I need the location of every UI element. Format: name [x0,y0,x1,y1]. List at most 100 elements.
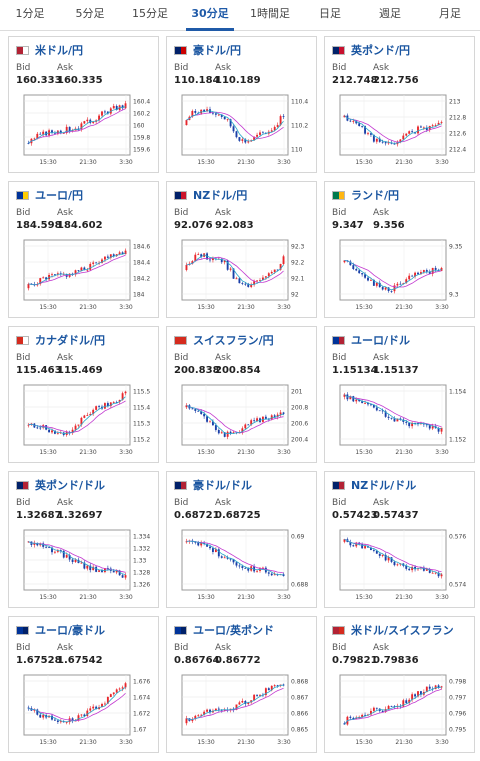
pair-name[interactable]: スイスフラン/円 [193,334,274,347]
rate-card[interactable]: NZドル/ドル Bid Ask 0.57423 0.57437 0.576 0.574 15:… [324,471,475,608]
candle-body [106,256,109,258]
tab-1[interactable]: 5分足 [75,7,105,20]
candle-body [282,412,285,414]
rate-card[interactable]: 豪ドル/ドル Bid Ask 0.68721 0.68725 0.69 0.688 15:30… [166,471,317,608]
candle-body [428,686,431,689]
candle-body [378,138,381,142]
candle-body [229,268,232,270]
rate-card[interactable]: 豪ドル/円 Bid Ask 110.184 110.189 110.4 110.2 110 15… [166,36,317,173]
candle-body [259,132,261,135]
candle-body [411,422,414,427]
x-tick-label: 3:30 [435,594,449,601]
y-tick-label: 1.332 [133,546,150,553]
rate-card[interactable]: 米ドル/円 Bid Ask 160.333 160.335 160.4 160.2 160 15… [8,36,159,173]
candle-body [200,542,203,546]
pair-name[interactable]: ランド/円 [351,189,400,202]
candle-body [267,688,270,691]
rate-card[interactable]: ランド/円 Bid Ask 9.347 9.356 9.35 9.3 15:30 21:30 3:… [324,181,475,318]
candle-body [80,417,83,425]
candle-body [241,566,244,568]
candle-body [440,574,443,577]
rate-card[interactable]: スイスフラン/円 Bid Ask 200.838 200.854 201 200.8 200.… [166,326,317,463]
candle-body [42,543,45,547]
candle-body [191,408,194,410]
ask-value: 110.189 [215,75,261,86]
pair-name[interactable]: ユーロ/英ポンド [193,624,275,637]
rate-card[interactable]: 英ポンド/ドル Bid Ask 1.32687 1.32697 1.334 1.332 1.3… [8,471,159,608]
candle-body [405,565,408,569]
rate-card[interactable]: 英ポンド/円 Bid Ask 212.748 212.756 213 212.8 212.6 2… [324,36,475,173]
pair-name[interactable]: カナダドル/円 [35,334,106,347]
card-header: ユーロ/ドル [332,333,410,347]
candle-body [109,402,112,407]
candle-body [80,562,83,564]
candle-body [273,415,276,417]
x-tick-label: 15:30 [197,159,214,166]
candle-body [71,130,74,132]
candle-body [355,120,358,124]
candle-body [417,272,419,275]
pair-name[interactable]: 豪ドル/ドル [193,479,253,492]
pair-name[interactable]: NZドル/円 [193,189,248,202]
pair-name[interactable]: ユーロ/豪ドル [35,624,106,637]
candle-body [352,120,355,122]
tab-0[interactable]: 1分足 [15,7,45,20]
tab-4[interactable]: 1時間足 [250,7,290,20]
pair-name[interactable]: 豪ドル/円 [193,44,242,57]
pair-name[interactable]: 米ドル/円 [35,44,84,57]
moving-average-long [186,404,284,434]
rate-card[interactable]: ユーロ/英ポンド Bid Ask 0.86764 0.86772 0.868 0.867 0.… [166,616,317,753]
candle-body [425,569,428,571]
x-tick-label: 21:30 [237,159,254,166]
pair-name[interactable]: NZドル/ドル [351,479,417,492]
candle-body [83,415,86,418]
ask-label: Ask [57,498,74,508]
candle-body [39,427,42,429]
candle-body [68,555,71,560]
tab-3[interactable]: 30分足 [180,0,240,31]
candle-body [253,281,256,285]
candle-body [74,559,77,562]
moving-average-short [344,394,442,430]
pair-name[interactable]: 英ポンド/円 [351,44,411,57]
rate-card[interactable]: カナダドル/円 Bid Ask 115.463 115.469 115.5 115.4 115… [8,326,159,463]
rate-card[interactable]: NZドル/円 Bid Ask 92.076 92.083 92.3 92.2 92.1 92 15… [166,181,317,318]
candle-body [378,282,381,288]
pair-name[interactable]: 米ドル/スイスフラン [351,624,454,637]
candle-body [48,547,50,548]
chart-frame [339,674,447,736]
tab-5[interactable]: 日足 [319,7,341,20]
rate-card[interactable]: 米ドル/スイスフラン Bid Ask 0.79821 0.79836 0.798 0.797… [324,616,475,753]
candle-body [361,125,364,127]
candle-body [104,568,106,572]
candle-body [77,270,80,272]
flag-icon [174,335,187,345]
rate-card[interactable]: ユーロ/円 Bid Ask 184.598 184.602 184.6 184.4 184.2… [8,181,159,318]
price-chart: 213 212.8 212.6 212.4 15:30 21:30 3:30 [339,94,466,166]
candle-body [370,279,372,281]
tab-7[interactable]: 月足 [439,7,461,20]
bid-value: 160.333 [16,75,62,86]
y-tick-label: 1.33 [133,558,147,565]
candle-body [270,573,273,576]
candle-body [101,259,103,263]
pair-name[interactable]: ユーロ/ドル [351,334,411,347]
candle-body [384,287,387,290]
y-tick-label: 92.3 [291,244,305,251]
tab-6[interactable]: 週足 [379,7,401,20]
candle-body [390,291,393,292]
tab-2[interactable]: 15分足 [132,7,168,20]
candle-body [253,136,256,141]
y-tick-label: 1.674 [133,695,150,702]
candle-body [425,424,428,426]
candle-body [428,569,431,573]
pair-name[interactable]: ユーロ/円 [35,189,84,202]
rate-card[interactable]: ユーロ/豪ドル Bid Ask 1.67528 1.67542 1.676 1.674 1.6… [8,616,159,753]
candle-body [349,120,352,122]
bid-value: 184.598 [16,220,62,231]
pair-name[interactable]: 英ポンド/ドル [35,479,106,492]
rate-card[interactable]: ユーロ/ドル Bid Ask 1.15134 1.15137 1.154 1.152 15:3… [324,326,475,463]
moving-average-long [344,538,442,572]
candle-body [358,399,361,402]
candle-body [387,287,390,292]
